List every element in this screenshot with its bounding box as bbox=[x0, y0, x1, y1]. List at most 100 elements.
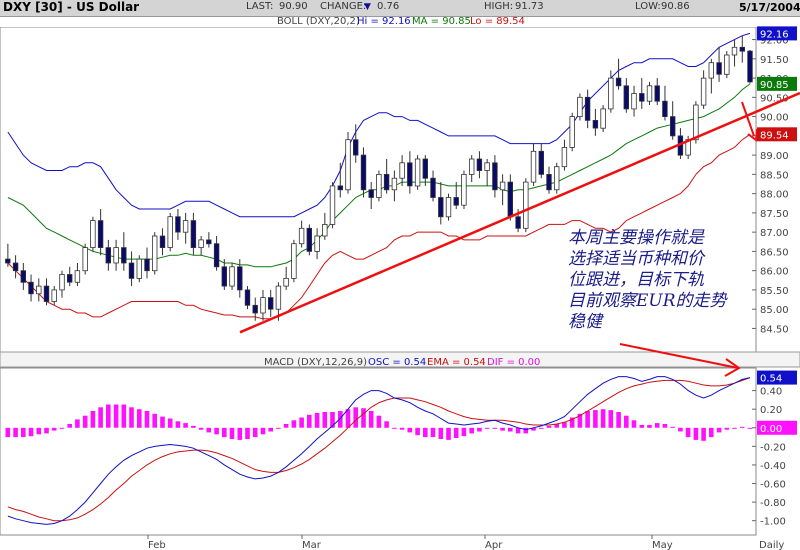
histogram-bar bbox=[276, 427, 281, 429]
histogram-bar bbox=[453, 427, 459, 438]
price-tick-label: 87.00 bbox=[760, 228, 789, 239]
candle-down bbox=[438, 197, 444, 218]
candle-up bbox=[151, 235, 158, 272]
candle-down bbox=[175, 216, 181, 233]
boll-name: BOLL (DXY,20,2) bbox=[277, 16, 360, 27]
candle-up bbox=[298, 227, 305, 245]
support-trendline bbox=[239, 91, 800, 334]
candle-up bbox=[693, 104, 699, 141]
candles-group bbox=[5, 35, 753, 321]
price-tag-box bbox=[757, 76, 797, 91]
x-tick-label: Feb bbox=[148, 540, 166, 550]
candle-down bbox=[105, 247, 111, 264]
candle-up bbox=[600, 108, 606, 129]
chinese-annotation: 本周主要操作就是 选择适当币种和价 位跟进，目标下轨 目前观察EUR的走势 稳健 bbox=[568, 228, 727, 332]
last-label: LAST: bbox=[246, 1, 274, 12]
candle-up bbox=[461, 173, 467, 206]
macd-tag-label: 0.54 bbox=[760, 374, 782, 385]
change-value: 0.76 bbox=[377, 1, 400, 12]
histogram-bar bbox=[90, 411, 96, 428]
histogram-bar bbox=[716, 427, 722, 433]
histogram-bar bbox=[338, 411, 343, 428]
candle-down bbox=[615, 77, 622, 87]
x-tick-label: Mar bbox=[302, 540, 322, 550]
price-tag-box bbox=[757, 26, 797, 41]
histogram-bar bbox=[260, 427, 266, 435]
histogram-bar bbox=[392, 427, 397, 429]
candle-up bbox=[182, 220, 189, 233]
histogram-bar bbox=[585, 411, 590, 428]
histogram-bar bbox=[461, 427, 467, 437]
header-bar: DXY [30] - US Dollar LAST: 90.90 CHANGE:… bbox=[0, 0, 800, 17]
low-label: LOW: bbox=[635, 1, 661, 12]
price-tick-label: 84.50 bbox=[760, 324, 789, 335]
histogram-bar bbox=[183, 423, 188, 428]
candle-up bbox=[260, 297, 266, 314]
candle-down bbox=[97, 220, 104, 249]
candle-down bbox=[252, 304, 258, 314]
macd-legend-strip bbox=[0, 351, 800, 368]
candle-up bbox=[731, 46, 738, 56]
price-tick-label: 85.00 bbox=[760, 305, 789, 316]
histogram-bar bbox=[546, 425, 552, 428]
macd-tick-label: -1.00 bbox=[760, 517, 786, 528]
candle-down bbox=[213, 243, 220, 268]
histogram-bar bbox=[624, 415, 629, 428]
candle-up bbox=[608, 77, 614, 110]
arrow-to-band-head bbox=[747, 128, 758, 142]
candle-up bbox=[283, 277, 289, 287]
histogram-bar bbox=[531, 427, 536, 431]
price-tick-label: 89.00 bbox=[760, 151, 789, 162]
histogram-bar bbox=[732, 427, 737, 429]
price-tick-label: 90.00 bbox=[760, 113, 789, 124]
price-tag-label: 89.54 bbox=[760, 130, 789, 141]
price-tick-label: 87.50 bbox=[760, 209, 789, 220]
candle-down bbox=[306, 227, 312, 252]
candle-down bbox=[670, 116, 676, 137]
histogram-bar bbox=[569, 417, 575, 428]
macd-panel-frame bbox=[0, 367, 757, 536]
macd-osc: OSC = 0.54 bbox=[368, 357, 427, 368]
candle-down bbox=[237, 266, 243, 291]
histogram-bar bbox=[446, 427, 451, 440]
histogram-bar bbox=[631, 420, 637, 428]
candle-down bbox=[592, 120, 599, 129]
histogram-bar bbox=[106, 404, 111, 428]
histogram-bar bbox=[206, 427, 212, 433]
arrow-to-band-shaft bbox=[741, 101, 755, 137]
x-tick-label: Apr bbox=[485, 540, 503, 550]
histogram-bar bbox=[600, 409, 606, 428]
histogram-bar bbox=[492, 427, 498, 429]
candle-up bbox=[345, 139, 351, 191]
candle-down bbox=[67, 274, 73, 283]
histogram-bar bbox=[21, 427, 26, 438]
boll-hi: Hi = 92.16 bbox=[357, 16, 411, 27]
price-tick-label: 91.50 bbox=[760, 55, 789, 66]
histogram-bar bbox=[129, 407, 134, 428]
candle-down bbox=[360, 154, 367, 191]
price-tick-label: 86.00 bbox=[760, 267, 789, 278]
histogram-bar bbox=[113, 404, 119, 428]
histogram-bar bbox=[709, 427, 714, 438]
histogram-bar bbox=[44, 427, 49, 434]
histogram-bar bbox=[740, 426, 745, 428]
candle-up bbox=[484, 162, 490, 171]
histogram-bar bbox=[399, 427, 405, 430]
histogram-bar bbox=[670, 426, 675, 428]
candle-down bbox=[43, 285, 50, 302]
histogram-bar bbox=[322, 412, 328, 428]
candle-up bbox=[51, 289, 57, 302]
histogram-bar bbox=[724, 427, 730, 430]
histogram-bar bbox=[554, 424, 559, 428]
histogram-bar bbox=[407, 427, 413, 433]
histogram-bar bbox=[167, 418, 173, 428]
histogram-bar bbox=[523, 427, 529, 434]
candle-down bbox=[20, 270, 26, 283]
histogram-bar bbox=[654, 423, 660, 428]
candle-up bbox=[314, 235, 320, 252]
histogram-bar bbox=[82, 415, 88, 428]
histogram-bar bbox=[701, 427, 706, 441]
candle-down bbox=[747, 50, 753, 83]
candle-up bbox=[167, 216, 173, 248]
macd-tick-label: -0.80 bbox=[760, 498, 786, 509]
